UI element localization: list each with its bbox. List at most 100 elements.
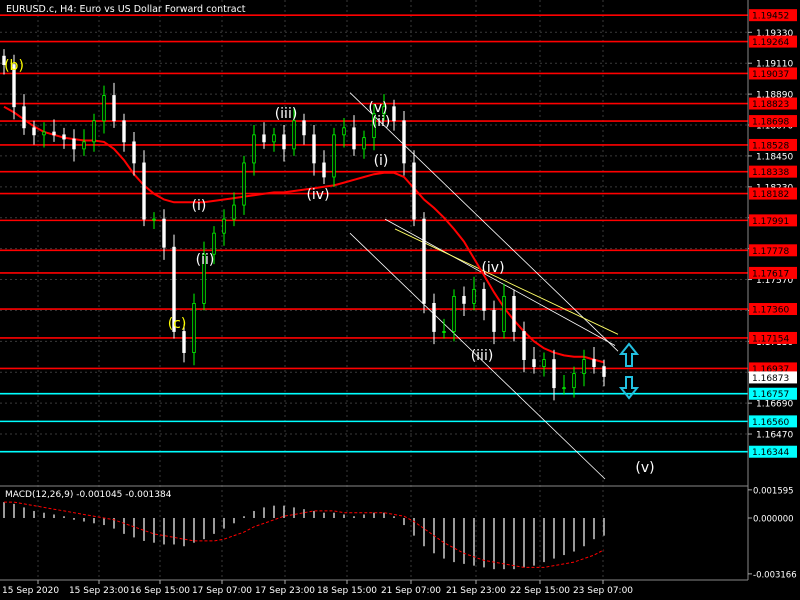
red-level-tag (749, 115, 797, 128)
candle-body (112, 95, 116, 122)
wave-label: (v) (368, 100, 387, 116)
red-level-tag (749, 35, 797, 48)
level-labels: 1.19452 1.19264 1.19037 1.18823 1.18698 1.185… (749, 9, 797, 458)
macd-tick-label: -0.003166 (753, 570, 797, 580)
chart-grid (0, 0, 748, 580)
x-tick-label: 21 Sep 07:00 (381, 586, 441, 596)
candle-body (372, 113, 376, 139)
red-level-label: 1.17154 (752, 334, 789, 344)
candle-body (252, 134, 256, 164)
macd-panel (3, 501, 605, 570)
red-level-tag (749, 138, 797, 151)
candle-body (52, 131, 56, 136)
candle-body (422, 218, 426, 304)
candle-body (222, 218, 226, 234)
candle-body (262, 134, 266, 143)
wave-label: (ii) (372, 114, 391, 130)
candle-body (562, 387, 566, 390)
wave-label: (i) (192, 198, 207, 214)
candle-body (462, 295, 466, 304)
x-tick-label: 15 Sep 2020 (2, 586, 59, 596)
red-level-label: 1.19264 (752, 38, 789, 48)
candle-body (392, 106, 396, 122)
red-level-tag (749, 187, 797, 200)
candle-body (82, 141, 86, 150)
wave-label: (b) (4, 58, 24, 74)
trendlines[interactable] (349, 92, 619, 480)
cyan-level-label: 1.16560 (752, 418, 789, 428)
x-tick-label: 17 Sep 23:00 (255, 586, 315, 596)
x-tick-label: 18 Sep 15:00 (317, 586, 377, 596)
y-tick-label: 1.17570 (756, 276, 793, 286)
signal-arrows (618, 342, 640, 400)
macd-axis: 0.001595 0.000000 -0.003166 (748, 486, 797, 580)
x-tick-label: 23 Sep 07:00 (573, 586, 633, 596)
red-level-label: 1.18698 (752, 118, 789, 128)
candle-body (442, 331, 446, 333)
candle-body (132, 141, 136, 164)
wave-label: (c) (168, 316, 187, 332)
red-level-label: 1.19037 (752, 70, 789, 80)
cyan-level-label: 1.16757 (752, 390, 789, 400)
current-price-label: 1.16873 (752, 374, 789, 384)
candle-body (282, 134, 286, 150)
candle-body (432, 302, 436, 332)
wave-label: (v) (635, 460, 654, 476)
candle-body (92, 120, 96, 143)
wave-label: (iii) (275, 106, 298, 122)
candle-body (602, 366, 606, 377)
red-level-tag (749, 244, 797, 257)
red-level-tag (749, 9, 797, 22)
red-level-label: 1.17617 (752, 269, 789, 279)
y-tick-label: 1.18890 (756, 91, 793, 101)
time-axis: 15 Sep 2020 15 Sep 23:00 16 Sep 15:00 17 Se… (2, 580, 633, 596)
y-tick-label: 1.16470 (756, 431, 793, 441)
candle-body (2, 55, 6, 66)
red-level-tag (749, 331, 797, 344)
cyan-level-tag (749, 415, 797, 428)
candle-body (322, 162, 326, 178)
candle-body (272, 134, 276, 143)
candle-body (42, 131, 46, 136)
channel-upper (349, 92, 619, 352)
candle-body (162, 218, 166, 248)
candle-body (362, 137, 366, 150)
candle-body (232, 204, 236, 220)
red-level-label: 1.19452 (752, 12, 789, 22)
wave-label: (iv) (306, 187, 329, 203)
x-tick-label: 16 Sep 15:00 (130, 586, 190, 596)
wave-label: (iv) (481, 260, 504, 276)
candle-body (532, 359, 536, 368)
red-level-label: 1.17991 (752, 217, 789, 227)
candle-body (582, 359, 586, 375)
red-level-tag (749, 214, 797, 227)
red-level-tag (749, 97, 797, 110)
candle-body (402, 120, 406, 164)
red-level-label: 1.18528 (752, 141, 789, 151)
down-arrow-icon (618, 376, 640, 400)
candle-body (22, 106, 26, 129)
candle-body (492, 310, 496, 332)
trend-yellow (394, 228, 619, 335)
candle-body (202, 253, 206, 304)
candle-body (572, 373, 576, 389)
wave-label: (i) (374, 153, 389, 169)
red-level-label: 1.18182 (752, 190, 789, 200)
macd-tick-label: 0.001595 (753, 486, 794, 496)
candle-body (332, 134, 336, 178)
cyan-level-label: 1.16344 (752, 448, 789, 458)
candle-body (62, 134, 66, 140)
candle-body (192, 302, 196, 353)
macd-signal-line (4, 501, 605, 568)
macd-label: MACD(12,26,9) -0.001045 -0.001384 (5, 490, 172, 500)
candle-body (12, 64, 16, 108)
red-level-label: 1.18338 (752, 168, 789, 178)
candle-body (152, 218, 156, 221)
candle-body (212, 232, 216, 255)
red-level-tag (749, 67, 797, 80)
y-tick-label: 1.16690 (756, 400, 793, 410)
red-level-label: 1.17360 (752, 306, 789, 316)
current-price-tag (749, 371, 797, 384)
candle-body (482, 288, 486, 311)
